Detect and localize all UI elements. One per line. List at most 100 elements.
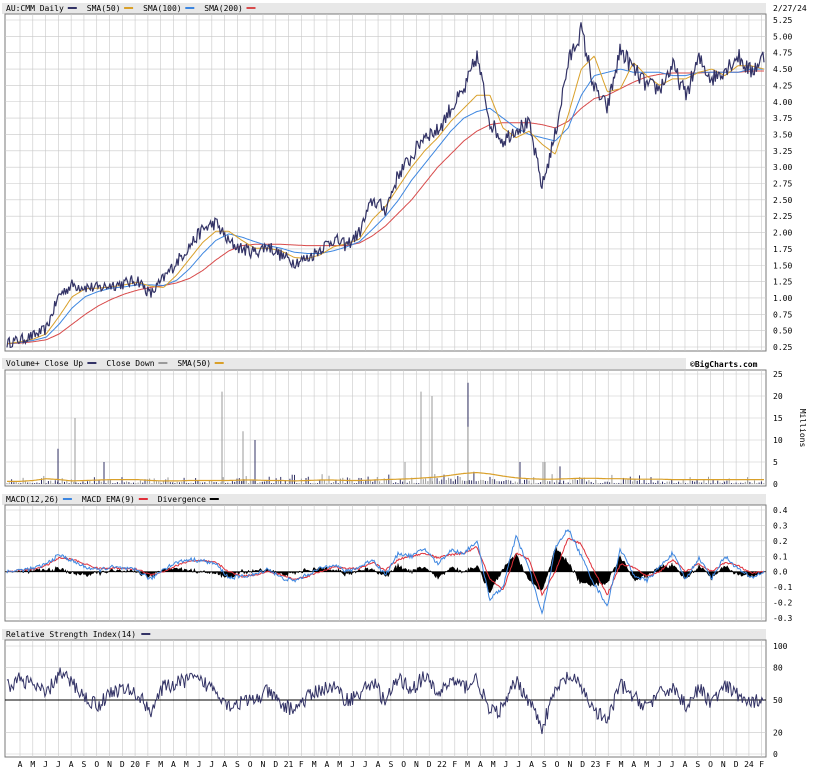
macd-panel: MACD(12,26) MACD EMA(9) Divergence 0.40.30… xyxy=(2,494,792,623)
x-tick-label: D xyxy=(580,760,585,769)
x-tick-label: O xyxy=(94,760,99,769)
rsi-plot-area xyxy=(4,639,767,758)
x-tick-label: N xyxy=(261,760,266,769)
rsi-y-tick: 100 xyxy=(773,642,788,651)
macd-y-tick: -0.2 xyxy=(773,599,792,608)
price-y-tick: 5.00 xyxy=(773,32,792,41)
macd-grid xyxy=(5,505,766,621)
x-tick-label: F xyxy=(759,760,764,769)
x-tick-label: D xyxy=(273,760,278,769)
price-y-tick: 1.00 xyxy=(773,294,792,303)
x-tick-label: M xyxy=(312,760,317,769)
x-tick-label: M xyxy=(184,760,189,769)
x-tick-label: 22 xyxy=(437,760,447,769)
price-y-tick: 1.75 xyxy=(773,245,792,254)
macd-y-tick: 0.3 xyxy=(773,521,788,530)
x-tick-label: A xyxy=(631,760,636,769)
volume-unit-label: Millions xyxy=(798,409,807,448)
price-legend-bar xyxy=(2,3,766,14)
volume-y-tick: 0 xyxy=(773,480,778,489)
volume-y-tick: 15 xyxy=(773,414,783,423)
macd-y-tick: -0.3 xyxy=(773,614,792,623)
price-y-tick: 2.00 xyxy=(773,229,792,238)
x-tick-label: N xyxy=(107,760,112,769)
x-tick-label: M xyxy=(465,760,470,769)
price-y-tick: 3.25 xyxy=(773,147,792,156)
price-plot-area xyxy=(4,13,767,352)
macd-legend-bar xyxy=(2,494,766,505)
price-y-tick: 1.50 xyxy=(773,261,792,270)
price-panel: AU:CMM Daily SMA(50) SMA(100) SMA(200) 2/27… xyxy=(2,3,807,369)
rsi-series xyxy=(5,667,766,735)
price-y-tick: 4.50 xyxy=(773,65,792,74)
legend-label: Divergence xyxy=(158,495,206,504)
brand-label: ©BigCharts.com xyxy=(690,359,758,369)
legend-label: SMA(100) xyxy=(143,4,182,13)
macd-line xyxy=(6,529,765,615)
x-tick-label: D xyxy=(734,760,739,769)
x-tick-label: S xyxy=(388,760,393,769)
rsi-y-tick: 50 xyxy=(773,696,783,705)
x-tick-label: O xyxy=(248,760,253,769)
legend-label: MACD(12,26) xyxy=(6,495,59,504)
x-tick-label: J xyxy=(504,760,509,769)
x-tick-label: J xyxy=(657,760,662,769)
price-y-tick: 5.25 xyxy=(773,16,792,25)
x-tick-label: J xyxy=(350,760,355,769)
rsi-legend-bar xyxy=(2,629,766,640)
x-tick-label: A xyxy=(683,760,688,769)
price-y-tick: 0.25 xyxy=(773,343,792,352)
macd-y-tick: 0.1 xyxy=(773,552,788,561)
x-tick-label: M xyxy=(337,760,342,769)
price-y-tick: 3.00 xyxy=(773,163,792,172)
legend-label: Volume+ Close Up xyxy=(6,359,83,368)
x-tick-label: D xyxy=(120,760,125,769)
rsi-line xyxy=(6,667,765,735)
x-tick-label: J xyxy=(670,760,675,769)
legend-label: MACD EMA(9) xyxy=(82,495,135,504)
legend-label: AU:CMM Daily xyxy=(6,4,64,13)
rsi-panel: Relative Strength Index(14) 100 80 50 20 0 xyxy=(2,629,788,759)
price-y-tick: 0.75 xyxy=(773,310,792,319)
x-tick-label: J xyxy=(209,760,214,769)
x-tick-label: A xyxy=(222,760,227,769)
volume-bars xyxy=(6,382,765,484)
x-tick-label: 23 xyxy=(591,760,601,769)
x-tick-label: S xyxy=(235,760,240,769)
rsi-y-tick: 0 xyxy=(773,750,778,759)
macd-y-tick: 0.0 xyxy=(773,568,788,577)
volume-y-axis: 25 20 15 10 5 0 xyxy=(773,370,783,489)
macd-series xyxy=(5,529,766,615)
price-grid xyxy=(5,14,766,351)
x-tick-label: A xyxy=(171,760,176,769)
volume-y-tick: 10 xyxy=(773,436,783,445)
x-tick-label: M xyxy=(491,760,496,769)
x-tick-label: A xyxy=(478,760,483,769)
price-y-tick: 2.25 xyxy=(773,212,792,221)
volume-y-tick: 20 xyxy=(773,392,783,401)
price-y-tick: 2.50 xyxy=(773,196,792,205)
price-y-tick: 3.50 xyxy=(773,130,792,139)
macd-y-tick: 0.2 xyxy=(773,537,788,546)
x-tick-label: M xyxy=(158,760,163,769)
x-axis: A M J J A S O N D 20 F M A M J J A S O N D 21 F M A M J J A S O N D 22 F M A… xyxy=(18,760,765,769)
volume-y-tick: 25 xyxy=(773,370,783,379)
price-y-tick: 4.00 xyxy=(773,98,792,107)
x-tick-label: J xyxy=(197,760,202,769)
x-tick-label: A xyxy=(529,760,534,769)
macd-y-tick: -0.1 xyxy=(773,583,792,592)
x-tick-label: S xyxy=(82,760,87,769)
x-tick-label: O xyxy=(401,760,406,769)
legend-label: SMA(50) xyxy=(87,4,121,13)
x-tick-label: N xyxy=(567,760,572,769)
x-tick-label: A xyxy=(324,760,329,769)
x-tick-label: M xyxy=(30,760,35,769)
price-series xyxy=(6,22,765,348)
volume-grid xyxy=(5,370,766,486)
x-tick-label: J xyxy=(363,760,368,769)
legend-label: SMA(200) xyxy=(204,4,243,13)
x-tick-label: M xyxy=(644,760,649,769)
x-tick-label: A xyxy=(18,760,23,769)
